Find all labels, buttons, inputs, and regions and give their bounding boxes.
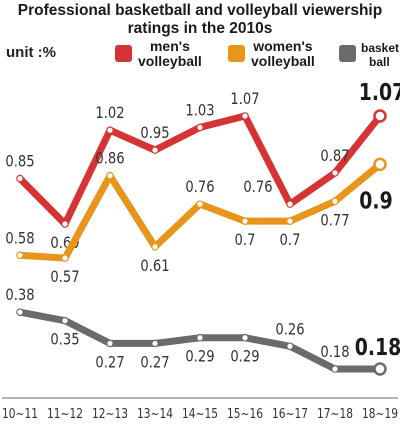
data-label: 0.86	[95, 149, 124, 168]
series-basketball: 0.38 0.35 0.27 0.27 0.29 0.29 0.26 0.18 0.18	[5, 286, 400, 376]
x-tick-label: 15~16	[227, 406, 263, 421]
legend-label-mens-volleyball: men's volleyball	[138, 38, 202, 69]
data-point	[241, 217, 249, 225]
data-label: 1.02	[95, 104, 124, 123]
data-point	[196, 333, 204, 342]
data-point	[196, 123, 204, 132]
data-label: 0.95	[140, 124, 169, 143]
legend-swatch-mens-volleyball	[115, 45, 132, 62]
data-label: 0.29	[185, 348, 214, 367]
data-label: 0.57	[50, 268, 79, 287]
data-point	[106, 339, 114, 348]
data-label: 0.87	[320, 147, 349, 166]
data-point	[286, 342, 294, 351]
data-label: 0.7	[280, 231, 301, 250]
data-label: 1.03	[185, 101, 214, 120]
data-label: 0.26	[275, 320, 304, 339]
data-label: 0.85	[5, 152, 34, 171]
data-label: 0.58	[5, 229, 34, 248]
data-point	[151, 146, 159, 154]
data-label: 0.7	[235, 231, 256, 250]
data-point	[331, 169, 339, 177]
data-point	[331, 197, 339, 206]
data-point	[241, 333, 249, 342]
data-point	[286, 200, 294, 208]
x-tick-label: 12~13	[92, 406, 128, 421]
data-point	[196, 200, 204, 208]
data-point	[106, 171, 114, 180]
data-point	[373, 157, 387, 172]
data-point	[16, 174, 24, 183]
data-point	[61, 254, 69, 262]
data-point	[241, 112, 249, 120]
data-point	[61, 220, 69, 228]
data-label: 1.07	[230, 90, 259, 109]
x-tick-label: 14~15	[182, 406, 218, 421]
data-point	[373, 109, 387, 123]
x-tick-label: 13~14	[137, 406, 173, 421]
legend-label-basketball: basket ball	[361, 41, 400, 69]
data-point	[286, 217, 294, 225]
x-tick-label: 17~18	[317, 406, 353, 421]
chart-title-line2: ratings in the 2010s	[127, 20, 273, 37]
data-label: 0.18	[355, 333, 400, 360]
unit-label: unit :%	[6, 44, 56, 61]
data-point	[61, 316, 69, 325]
legend-swatch-womens-volleyball	[228, 45, 245, 62]
series-women-s-volleyball: 0.58 0.57 0.86 0.61 0.76 0.7 0.7 0.77 0.9	[5, 149, 392, 286]
data-label: 0.27	[140, 353, 169, 372]
x-tick-label: 10~11	[2, 406, 38, 421]
data-point	[151, 339, 159, 348]
data-label: 0.18	[320, 343, 349, 362]
legend-swatch-basketball	[339, 45, 356, 62]
data-label: 0.38	[5, 286, 34, 305]
data-label: 0.29	[230, 348, 259, 367]
data-point	[16, 308, 24, 316]
data-label: 0.76	[243, 178, 272, 197]
legend-label-womens-volleyball: women's volleyball	[251, 38, 315, 69]
data-label: 0.76	[185, 178, 214, 197]
data-label: 1.07	[359, 78, 400, 105]
x-tick-label: 16~17	[272, 406, 308, 421]
data-label: 0.35	[50, 330, 79, 349]
data-point	[151, 242, 159, 251]
data-point	[16, 251, 24, 260]
data-point	[331, 365, 339, 373]
chart-title-line1: Professional basketball and volleyball v…	[17, 2, 383, 19]
data-label: 0.61	[140, 257, 169, 276]
x-tick-label: 11~12	[47, 406, 83, 421]
data-label: 0.9	[359, 186, 392, 213]
data-point	[373, 362, 387, 376]
data-label: 0.77	[320, 211, 349, 230]
data-point	[106, 126, 114, 135]
data-label: 0.27	[95, 353, 124, 372]
x-tick-label: 18~19	[362, 406, 398, 421]
